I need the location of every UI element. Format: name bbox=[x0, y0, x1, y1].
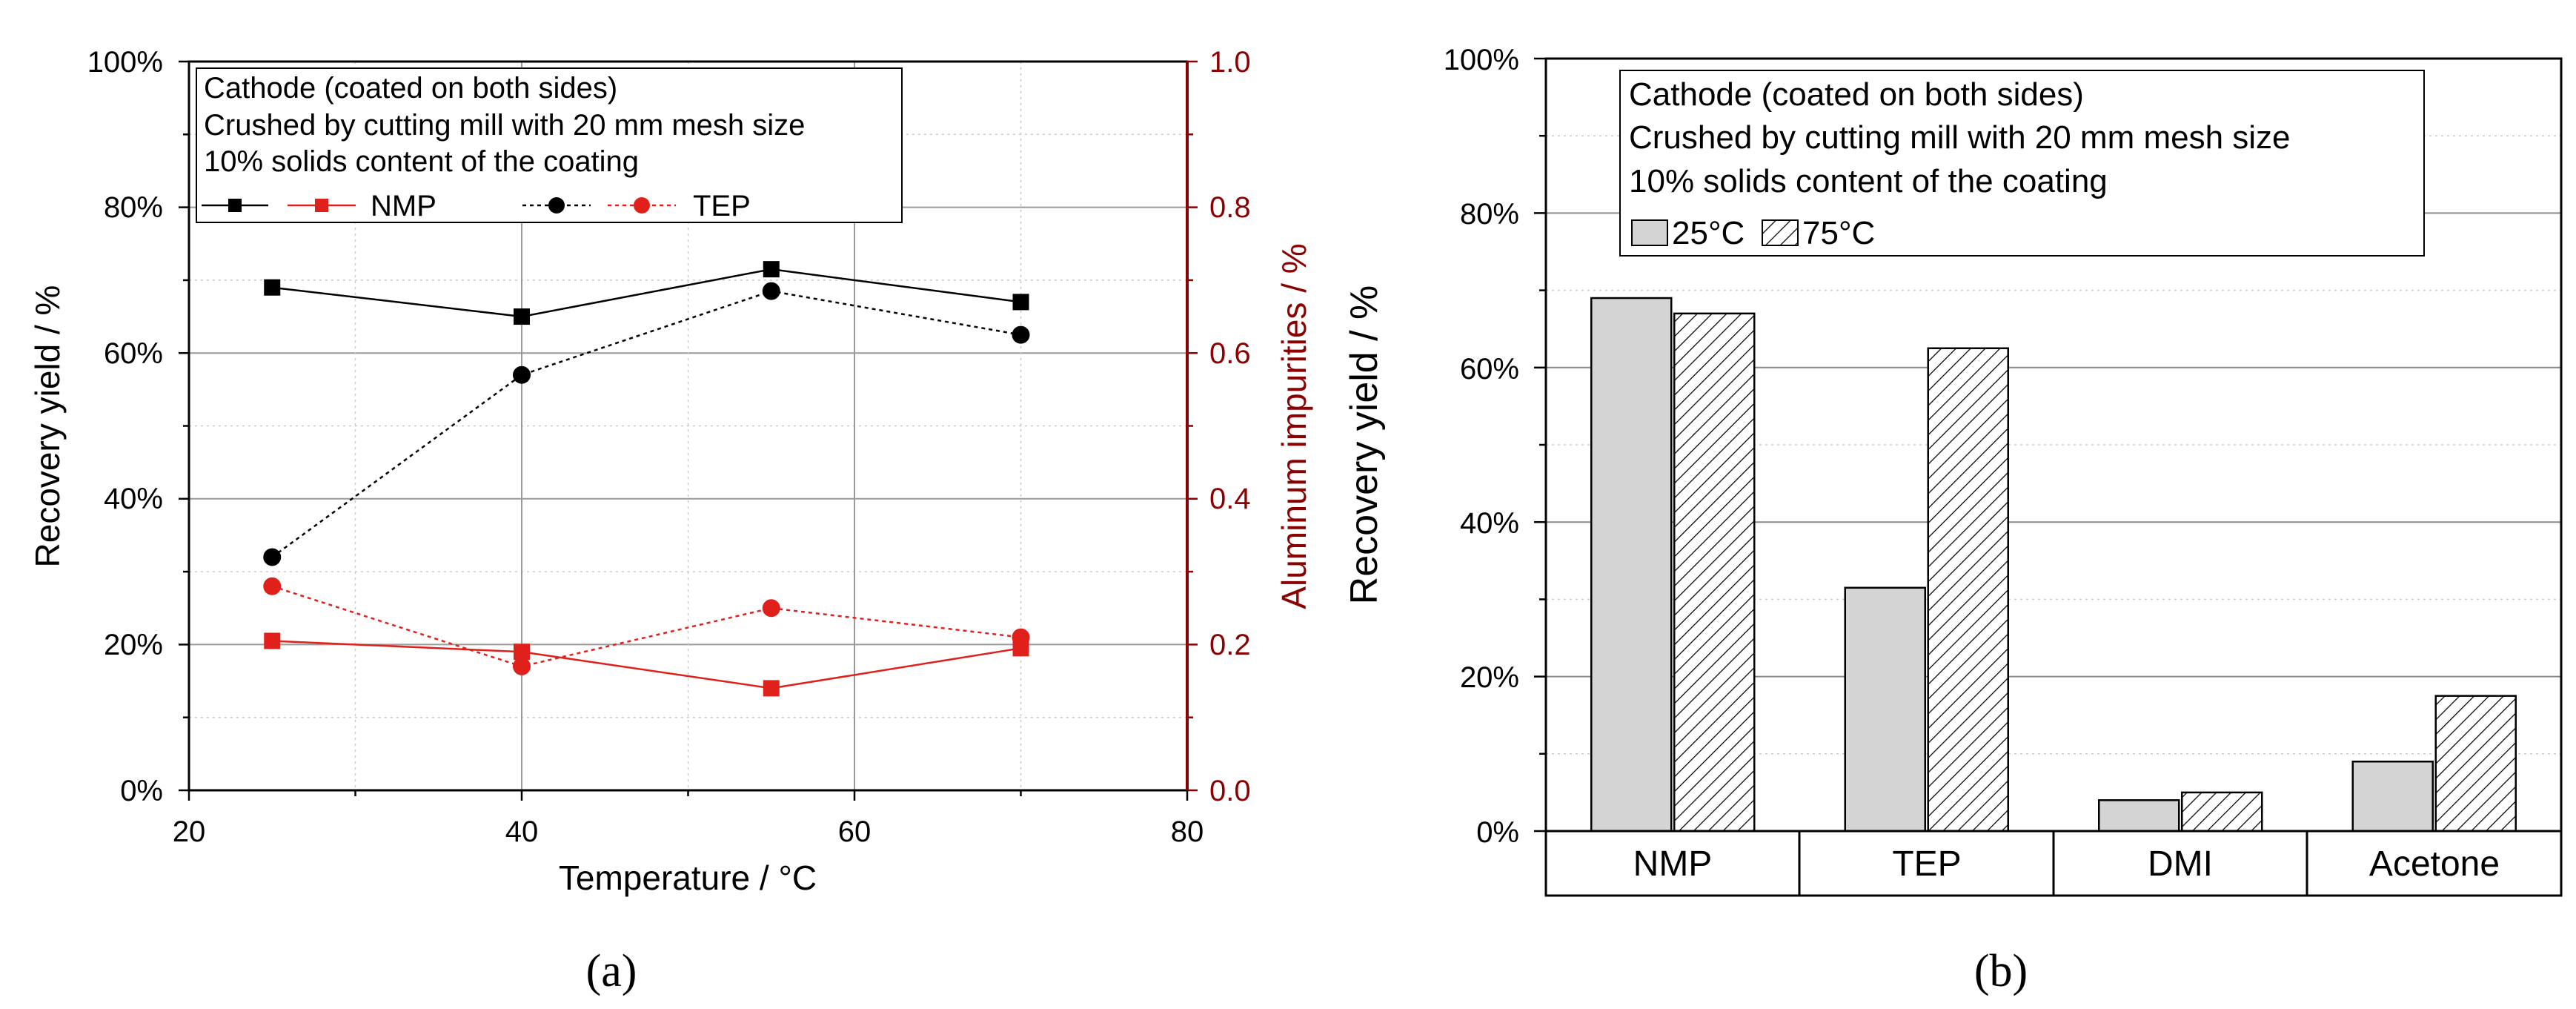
y-right-tick-label: 0.8 bbox=[1209, 191, 1251, 224]
legend-tep-black-circle-marker bbox=[548, 197, 565, 214]
bar-tep-25c bbox=[1844, 586, 1926, 833]
bar-nmp-25c bbox=[1590, 297, 1673, 833]
tep-aluminum-impurities-point bbox=[1012, 628, 1030, 646]
panel-a-tick-marks bbox=[179, 60, 1198, 801]
nmp-recovery-yield-point bbox=[264, 279, 281, 296]
panel-a-x-tick-labels: 20 40 60 80 bbox=[173, 816, 1204, 848]
legend-tep-red-circle-marker bbox=[634, 197, 650, 214]
nmp-aluminum-impurities-point bbox=[514, 644, 530, 661]
bar-nmp-75c bbox=[1673, 312, 1756, 833]
panel-a-series-layer bbox=[263, 261, 1030, 697]
panel-b-bar-chart: 0% 20% 40% 60% 80% 100% Recovery yield /… bbox=[1343, 44, 2563, 996]
legend-25c-swatch bbox=[1631, 219, 1668, 246]
nmp-aluminum-impurities-point bbox=[763, 680, 780, 697]
legend-25c-label: 25°C bbox=[1672, 215, 1745, 251]
y-right-tick-label: 1.0 bbox=[1209, 46, 1251, 79]
y-tick-label: 40% bbox=[1460, 507, 1519, 540]
panel-a-y-axis-title: Recovery yield / % bbox=[28, 285, 67, 568]
legend-75c-label: 75°C bbox=[1802, 215, 1875, 251]
y-tick-label: 40% bbox=[104, 483, 163, 515]
legend-line: 10% solids content of the coating bbox=[204, 145, 639, 178]
x-tick-label: 20 bbox=[173, 816, 206, 848]
panel-a-x-axis-title: Temperature / °C bbox=[559, 859, 817, 897]
y-tick-label: 100% bbox=[87, 46, 163, 79]
panel-b-category-table: NMP TEP DMI Acetone bbox=[1544, 830, 2563, 897]
x-tick-label: 60 bbox=[838, 816, 872, 848]
tep-recovery-yield-line bbox=[271, 290, 1021, 558]
bar-dmi-25c bbox=[2098, 799, 2180, 833]
category-label: Acetone bbox=[2369, 844, 2500, 884]
y-tick-label: 100% bbox=[1444, 44, 1519, 76]
y-tick-label: 20% bbox=[1460, 661, 1519, 694]
y-tick-label: 80% bbox=[104, 191, 163, 224]
legend-nmp-red-square-marker bbox=[315, 199, 328, 212]
legend-tep-label: TEP bbox=[693, 190, 751, 222]
panel-b-bars-layer bbox=[1590, 297, 2517, 833]
tep-aluminum-impurities-point bbox=[263, 577, 282, 595]
panel-b-caption-label: (b) bbox=[1974, 946, 2028, 996]
y-right-tick-label: 0.4 bbox=[1209, 483, 1251, 515]
legend-line: Crushed by cutting mill with 20 mm mesh … bbox=[204, 109, 805, 142]
legend-line: 10% solids content of the coating bbox=[1629, 163, 2108, 199]
legend-nmp-label: NMP bbox=[371, 190, 436, 222]
legend-nmp-black-square-marker bbox=[228, 199, 242, 212]
y-tick-label: 80% bbox=[1460, 198, 1519, 231]
legend-line: Cathode (coated on both sides) bbox=[1629, 76, 2084, 113]
legend-line: Crushed by cutting mill with 20 mm mesh … bbox=[1629, 119, 2291, 156]
y-right-tick-label: 0.2 bbox=[1209, 629, 1251, 661]
nmp-recovery-yield-point bbox=[763, 261, 780, 278]
tep-aluminum-impurities-point bbox=[762, 599, 780, 618]
category-label: TEP bbox=[1892, 844, 1961, 884]
tep-aluminum-impurities-point bbox=[513, 657, 531, 675]
x-tick-label: 40 bbox=[505, 816, 539, 848]
legend-75c-swatch bbox=[1762, 219, 1799, 246]
category-label: DMI bbox=[2148, 844, 2213, 884]
bar-acetone-25c bbox=[2351, 760, 2434, 833]
legend-tep-sample bbox=[522, 197, 676, 214]
nmp-recovery-yield-point bbox=[514, 308, 530, 325]
y-tick-label: 0% bbox=[1476, 816, 1519, 849]
category-label: NMP bbox=[1633, 844, 1713, 884]
tep-recovery-yield-point bbox=[513, 365, 531, 384]
panel-a-left-y-tick-labels: 0% 20% 40% 60% 80% 100% bbox=[87, 46, 163, 807]
y-right-tick-label: 0.0 bbox=[1209, 775, 1251, 807]
legend-nmp-sample bbox=[202, 199, 356, 212]
nmp-recovery-yield-point bbox=[1012, 294, 1029, 311]
y-tick-label: 60% bbox=[1460, 353, 1519, 386]
panel-a-caption-label: (a) bbox=[586, 946, 637, 996]
nmp-aluminum-impurities-point bbox=[264, 632, 281, 649]
panel-b-legend-box bbox=[1619, 70, 2425, 257]
y-right-tick-label: 0.6 bbox=[1209, 337, 1251, 370]
panel-a-legend-box bbox=[196, 67, 903, 223]
bar-tep-75c bbox=[1927, 347, 2009, 833]
tep-aluminum-impurities-line bbox=[271, 585, 1021, 668]
y-tick-label: 0% bbox=[120, 775, 163, 807]
nmp-recovery-yield-line bbox=[272, 268, 1021, 318]
y-tick-label: 60% bbox=[104, 337, 163, 370]
panel-b-y-tick-labels: 0% 20% 40% 60% 80% 100% bbox=[1444, 44, 1519, 849]
tep-recovery-yield-point bbox=[1012, 325, 1030, 344]
tep-recovery-yield-point bbox=[263, 548, 282, 566]
nmp-aluminum-impurities-line bbox=[272, 640, 1021, 689]
panel-b-tick-marks bbox=[1534, 57, 1546, 833]
legend-line: Cathode (coated on both sides) bbox=[204, 72, 617, 105]
panel-a-right-y-axis-title: Aluminum impurities / % bbox=[1275, 243, 1313, 609]
x-tick-label: 80 bbox=[1171, 816, 1204, 848]
panel-b-legend: Cathode (coated on both sides) Crushed b… bbox=[1619, 70, 2425, 257]
y-tick-label: 20% bbox=[104, 629, 163, 661]
panel-b-y-axis-title: Recovery yield / % bbox=[1343, 285, 1386, 605]
bar-acetone-75c bbox=[2434, 695, 2517, 833]
panel-a-line-chart: 20 40 60 80 0% 20% 40% 60% 80% 100% 0.0 … bbox=[28, 46, 1313, 996]
panel-a-right-y-tick-labels: 0.0 0.2 0.4 0.6 0.8 1.0 bbox=[1209, 46, 1251, 807]
panel-a-legend: Cathode (coated on both sides) Crushed b… bbox=[196, 67, 903, 223]
tep-recovery-yield-point bbox=[762, 282, 780, 300]
bar-dmi-75c bbox=[2181, 791, 2263, 833]
